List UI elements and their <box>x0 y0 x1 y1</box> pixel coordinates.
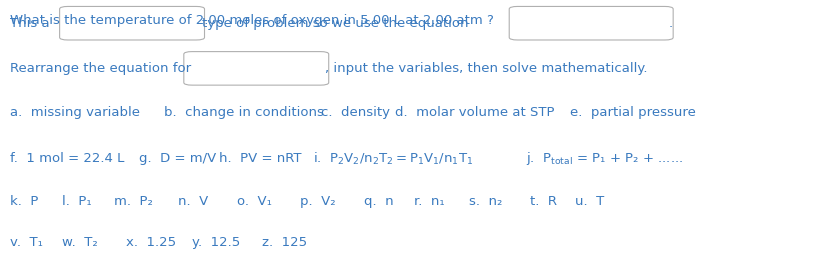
Text: Rearrange the equation for: Rearrange the equation for <box>10 62 191 75</box>
Text: g.  D = m/V: g. D = m/V <box>139 152 216 165</box>
Text: r.  n₁: r. n₁ <box>414 195 444 208</box>
Text: l.  P₁: l. P₁ <box>62 195 92 208</box>
Text: c.  density: c. density <box>321 106 390 119</box>
Text: y.  12.5: y. 12.5 <box>192 236 240 249</box>
Text: e.  partial pressure: e. partial pressure <box>569 106 695 119</box>
Text: j.  $\mathdefault{P_{total}}$ = P₁ + P₂ + ......: j. $\mathdefault{P_{total}}$ = P₁ + P₂ +… <box>525 150 682 167</box>
Text: v.  T₁: v. T₁ <box>10 236 43 249</box>
FancyBboxPatch shape <box>60 6 204 40</box>
Text: u.  T: u. T <box>575 195 604 208</box>
Text: o.  V₁: o. V₁ <box>237 195 271 208</box>
Text: type of problem so we use the equation: type of problem so we use the equation <box>202 17 468 30</box>
Text: f.  1 mol = 22.4 L: f. 1 mol = 22.4 L <box>10 152 124 165</box>
Text: s.  n₂: s. n₂ <box>469 195 502 208</box>
Text: a.  missing variable: a. missing variable <box>10 106 140 119</box>
Text: What is the temperature of 2.00 moles of oxygen in 5.00 L at 2.00 atm ?: What is the temperature of 2.00 moles of… <box>10 14 493 27</box>
Text: m.  P₂: m. P₂ <box>114 195 153 208</box>
Text: i.  $\mathdefault{P_2V_2/n_2T_2 = P_1V_1/n_1T_1}$: i. $\mathdefault{P_2V_2/n_2T_2 = P_1V_1/… <box>313 151 473 167</box>
FancyBboxPatch shape <box>184 52 328 85</box>
Text: k.  P: k. P <box>10 195 38 208</box>
Text: x.  1.25: x. 1.25 <box>126 236 176 249</box>
Text: , input the variables, then solve mathematically.: , input the variables, then solve mathem… <box>325 62 647 75</box>
Text: z.  125: z. 125 <box>261 236 306 249</box>
Text: d.  molar volume at STP: d. molar volume at STP <box>394 106 554 119</box>
FancyBboxPatch shape <box>509 6 672 40</box>
Text: w.  T₂: w. T₂ <box>62 236 98 249</box>
Text: This a: This a <box>10 17 50 30</box>
Text: t.  R: t. R <box>529 195 557 208</box>
Text: q.  n: q. n <box>364 195 394 208</box>
Text: n.  V: n. V <box>178 195 208 208</box>
Text: p.  V₂: p. V₂ <box>299 195 335 208</box>
Text: h.  PV = nRT: h. PV = nRT <box>219 152 302 165</box>
Text: b.  change in conditions: b. change in conditions <box>164 106 323 119</box>
Text: .: . <box>668 17 672 30</box>
